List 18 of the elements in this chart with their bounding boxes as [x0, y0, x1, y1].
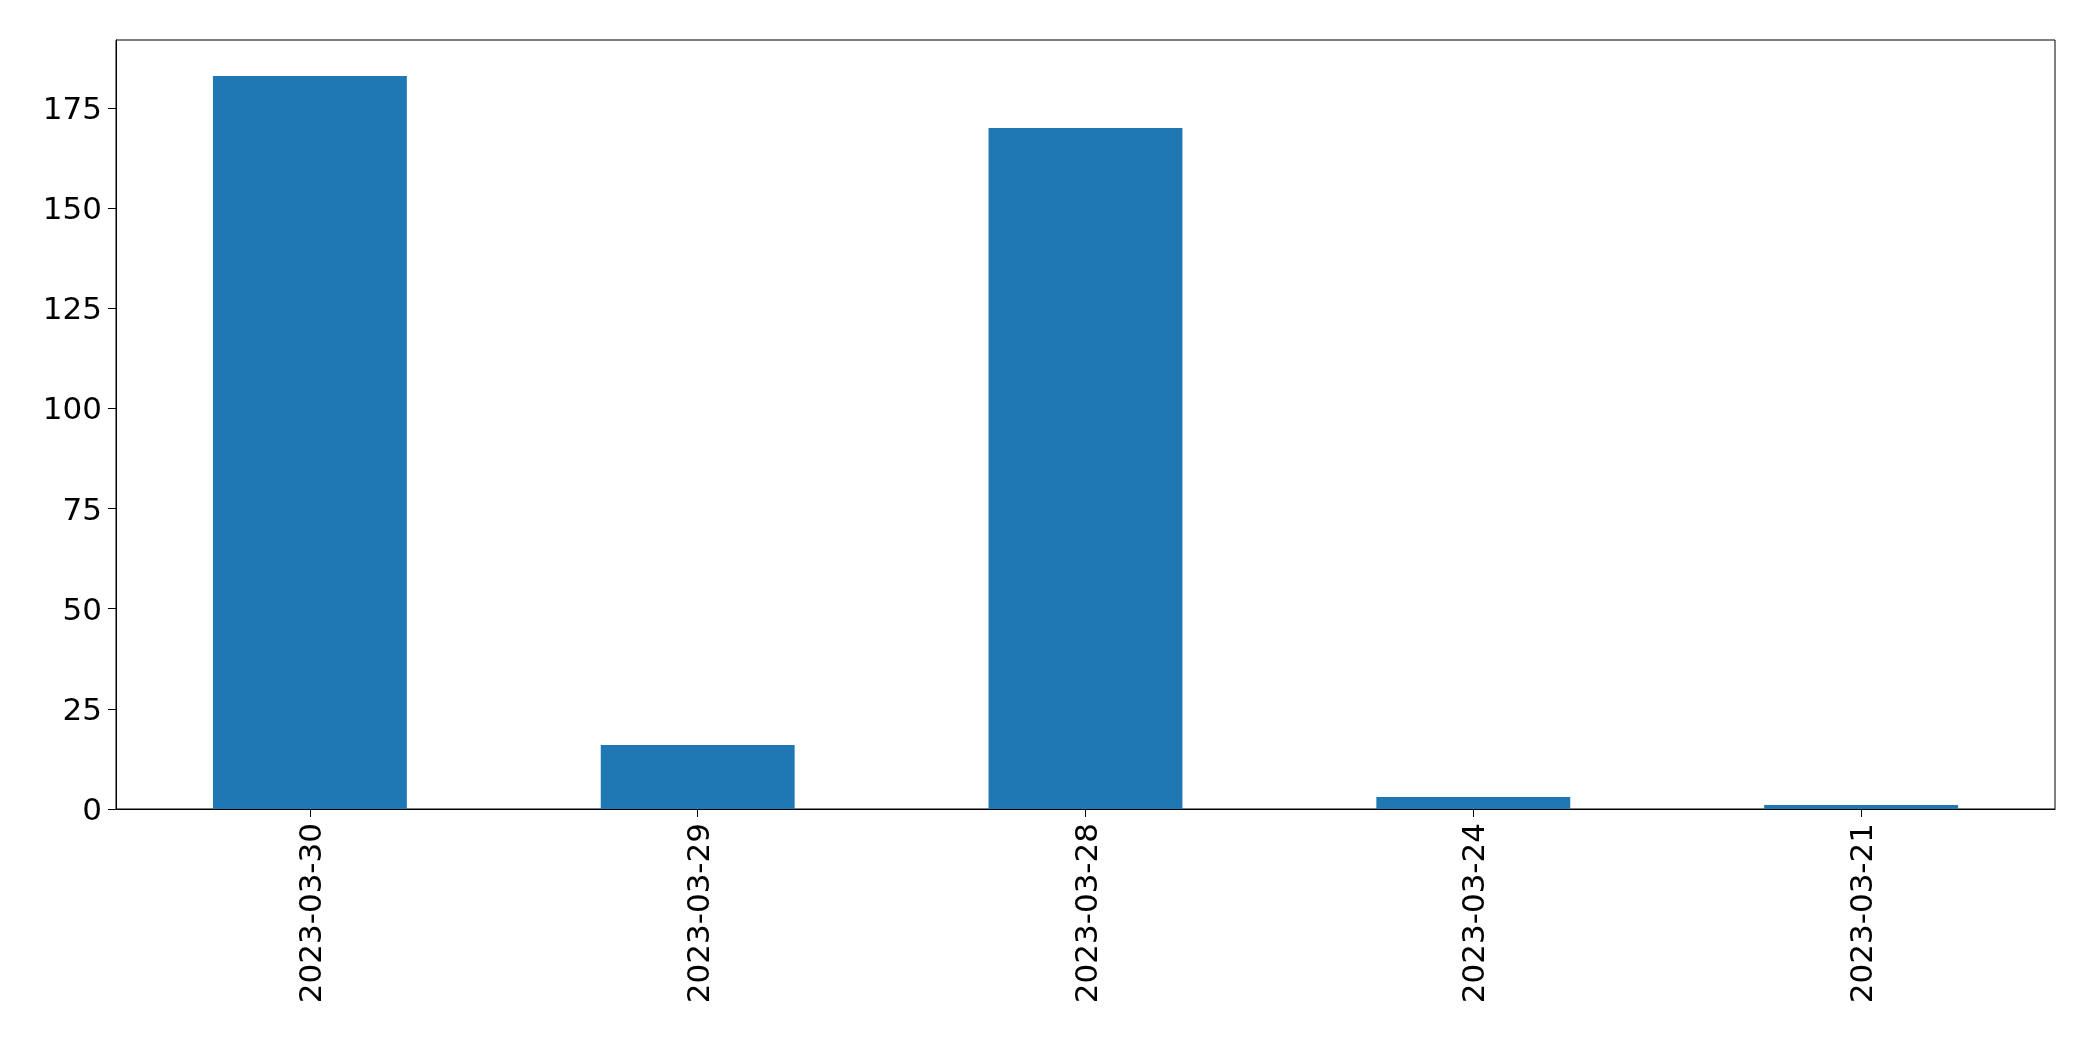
- y-tick-label: 150: [42, 190, 102, 227]
- bar: [1764, 804, 1959, 809]
- y-tick-label: 25: [62, 690, 102, 727]
- y-tick-label: 175: [42, 90, 102, 127]
- y-tick-label: 100: [42, 390, 102, 427]
- bar: [1376, 796, 1571, 809]
- y-tick-label: 125: [42, 290, 102, 327]
- x-tick-label: 2023-03-30: [291, 823, 328, 1004]
- bar: [988, 128, 1183, 809]
- x-tick-label: 2023-03-29: [679, 823, 716, 1004]
- bar: [600, 744, 795, 809]
- y-tick-label: 50: [62, 590, 102, 627]
- y-tick-label: 0: [82, 791, 102, 827]
- x-tick-label: 2023-03-21: [1843, 823, 1880, 1004]
- x-tick-label: 2023-03-24: [1455, 823, 1492, 1004]
- bar: [212, 76, 407, 809]
- y-tick-label: 75: [62, 490, 102, 527]
- x-tick-label: 2023-03-28: [1067, 823, 1104, 1004]
